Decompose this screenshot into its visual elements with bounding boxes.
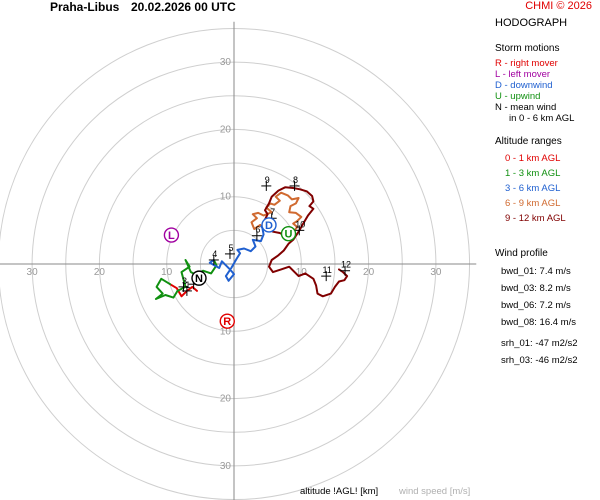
storm-motion-label: R — [223, 316, 231, 328]
axis-tick-label: 10 — [220, 326, 232, 337]
storm-motion-item: N - mean wind — [495, 102, 557, 113]
storm-motions-title: Storm motions — [495, 43, 560, 54]
altitude-range-item: 1 - 3 km AGL — [505, 168, 561, 179]
storm-motion-label: L — [168, 230, 175, 242]
axis-tick-label: 10 — [220, 192, 232, 203]
hodograph-trace — [169, 283, 198, 298]
altitude-marker-label: 1 — [185, 280, 190, 290]
wind-profile-item: srh_03: -46 m2/s2 — [501, 355, 578, 366]
storm-motion-marker — [219, 313, 235, 329]
station-name: Praha-Libus — [50, 0, 120, 14]
altitude-marker-label: 5 — [228, 243, 233, 253]
altitude-marker-label: 3 — [182, 276, 187, 286]
wind-profile-item: bwd_06: 7.2 m/s — [501, 300, 571, 311]
wind-profile-title: Wind profile — [495, 248, 548, 259]
axis-tick-label: 10 — [161, 267, 173, 278]
altitude-marker-label: 10 — [295, 219, 305, 229]
axis-tick-label: 10 — [296, 267, 308, 278]
altitude-ranges-list: 0 - 1 km AGL 1 - 3 km AGL 3 - 6 km AGL 6 - … — [495, 151, 600, 226]
altitude-marker-label: 8 — [293, 175, 298, 185]
altitude-marker-label: 11 — [323, 265, 332, 275]
wind-profile-item: bwd_03: 8.2 m/s — [501, 283, 571, 294]
legend-panel: HODOGRAPH Storm motions R - right mover L… — [495, 18, 600, 369]
panel-title: HODOGRAPH — [495, 17, 568, 29]
altitude-range-item: 3 - 6 km AGL — [505, 183, 561, 194]
wind-profile-list: bwd_01: 7.4 m/s bwd_03: 8.2 m/s bwd_06: 7.… — [495, 263, 600, 369]
storm-motion-marker — [163, 227, 180, 243]
axis-tick-label: 30 — [27, 267, 39, 278]
altitude-unit-label: altitude !AGL! [km] — [300, 486, 379, 497]
windspeed-unit-label: wind speed [m/s] — [399, 486, 471, 497]
storm-motion-item: R - right mover — [495, 58, 558, 69]
hodograph-trace — [208, 224, 265, 282]
altitude-marker-label: 4 — [212, 249, 217, 259]
storm-motion-marker — [191, 270, 207, 286]
copyright-notice: CHMI © 2026 — [525, 0, 592, 12]
storm-motion-label: U — [285, 229, 293, 241]
storm-motion-item: U - upwind — [495, 91, 541, 102]
storm-motion-label: N — [195, 273, 203, 285]
axis-tick-label: 20 — [220, 394, 232, 405]
wind-profile-item: bwd_01: 7.4 m/s — [501, 266, 571, 277]
storm-motions-note: in 0 - 6 km AGL — [509, 113, 575, 124]
sounding-datetime: 20.02.2026 00 UTC — [131, 0, 236, 14]
axis-tick-label: 30 — [220, 57, 232, 68]
storm-motions-list: R - right mover L - left mover D - downwin… — [495, 58, 600, 113]
hodograph-trace — [250, 191, 303, 232]
storm-motion-item: L - left mover — [495, 69, 551, 80]
storm-motion-item: D - downwind — [495, 80, 553, 91]
altitude-marker-label: 12 — [341, 260, 351, 270]
axis-tick-label: 20 — [94, 267, 106, 278]
altitude-marker-label: 7 — [270, 207, 275, 217]
storm-motion-label: D — [265, 220, 273, 232]
hodograph-trace — [264, 186, 349, 298]
axis-tick-label: 30 — [430, 267, 442, 278]
altitude-range-item: 6 - 9 km AGL — [505, 198, 561, 209]
hodograph-plot: 101010102020202030303030123456789101112R… — [0, 21, 477, 500]
altitude-range-item: 0 - 1 km AGL — [505, 153, 561, 164]
wind-profile-item: bwd_08: 16.4 m/s — [501, 317, 576, 328]
storm-motion-marker — [280, 226, 297, 242]
axis-tick-label: 20 — [363, 267, 375, 278]
axis-tick-label: 30 — [220, 461, 232, 472]
hodograph-trace — [154, 259, 218, 300]
altitude-range-item: 9 - 12 km AGL — [505, 213, 566, 224]
altitude-marker-label: 6 — [255, 225, 260, 235]
altitude-marker-label: 9 — [265, 175, 270, 185]
wind-profile-item: srh_01: -47 m2/s2 — [501, 338, 578, 349]
axis-tick-label: 20 — [220, 124, 232, 135]
altitude-ranges-title: Altitude ranges — [495, 136, 562, 147]
storm-motion-marker — [261, 217, 277, 233]
